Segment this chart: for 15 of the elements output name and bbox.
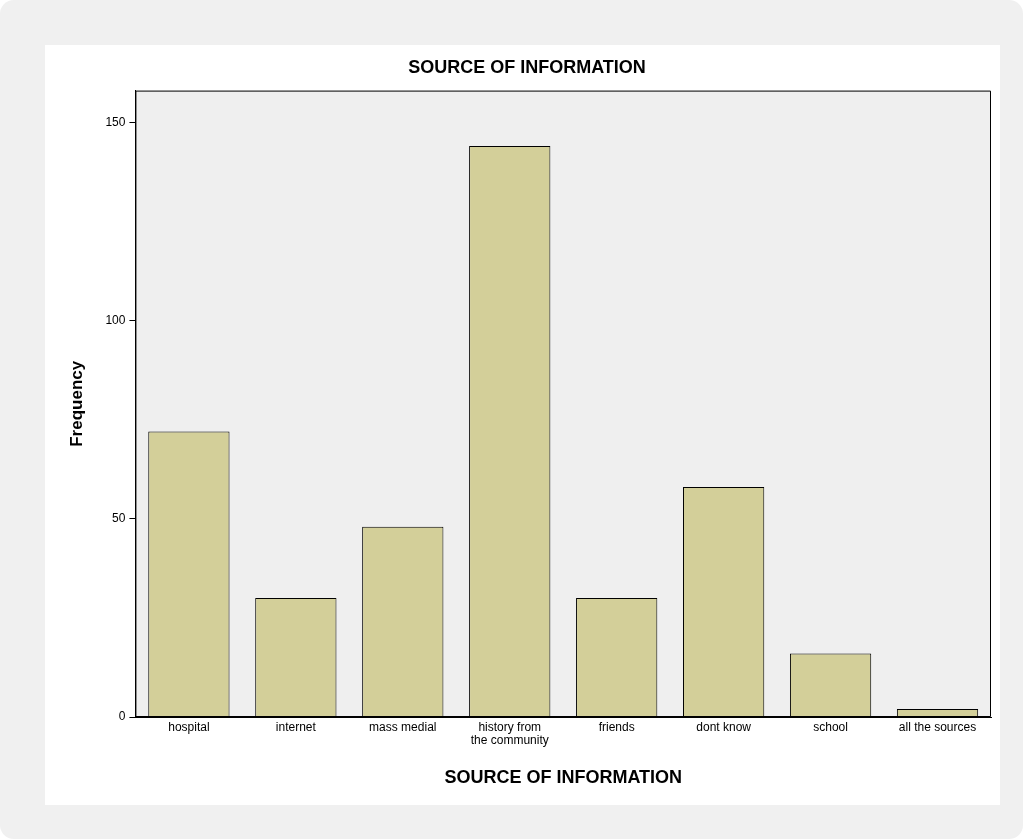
x-tick-label: dont know: [696, 719, 752, 734]
y-tick-label: 50: [112, 511, 126, 526]
x-tick-label: all the sources: [898, 719, 977, 734]
x-tick-label: hospital: [168, 719, 210, 734]
y-tick-label: 150: [105, 114, 126, 129]
x-tick-label: internet: [275, 719, 317, 734]
x-tick-label: school: [813, 719, 848, 734]
chart-title: SOURCE OF INFORMATION: [408, 56, 646, 77]
y-tick-label: 100: [105, 312, 126, 327]
x-tick-label: friends: [598, 719, 635, 734]
y-tick-label: 0: [118, 709, 126, 724]
x-axis-title: SOURCE OF INFORMATION: [444, 767, 683, 788]
x-tick-label: history from the community: [470, 719, 549, 748]
y-axis-title: Frequency: [66, 360, 86, 447]
x-tick-label: mass medial: [369, 719, 437, 734]
